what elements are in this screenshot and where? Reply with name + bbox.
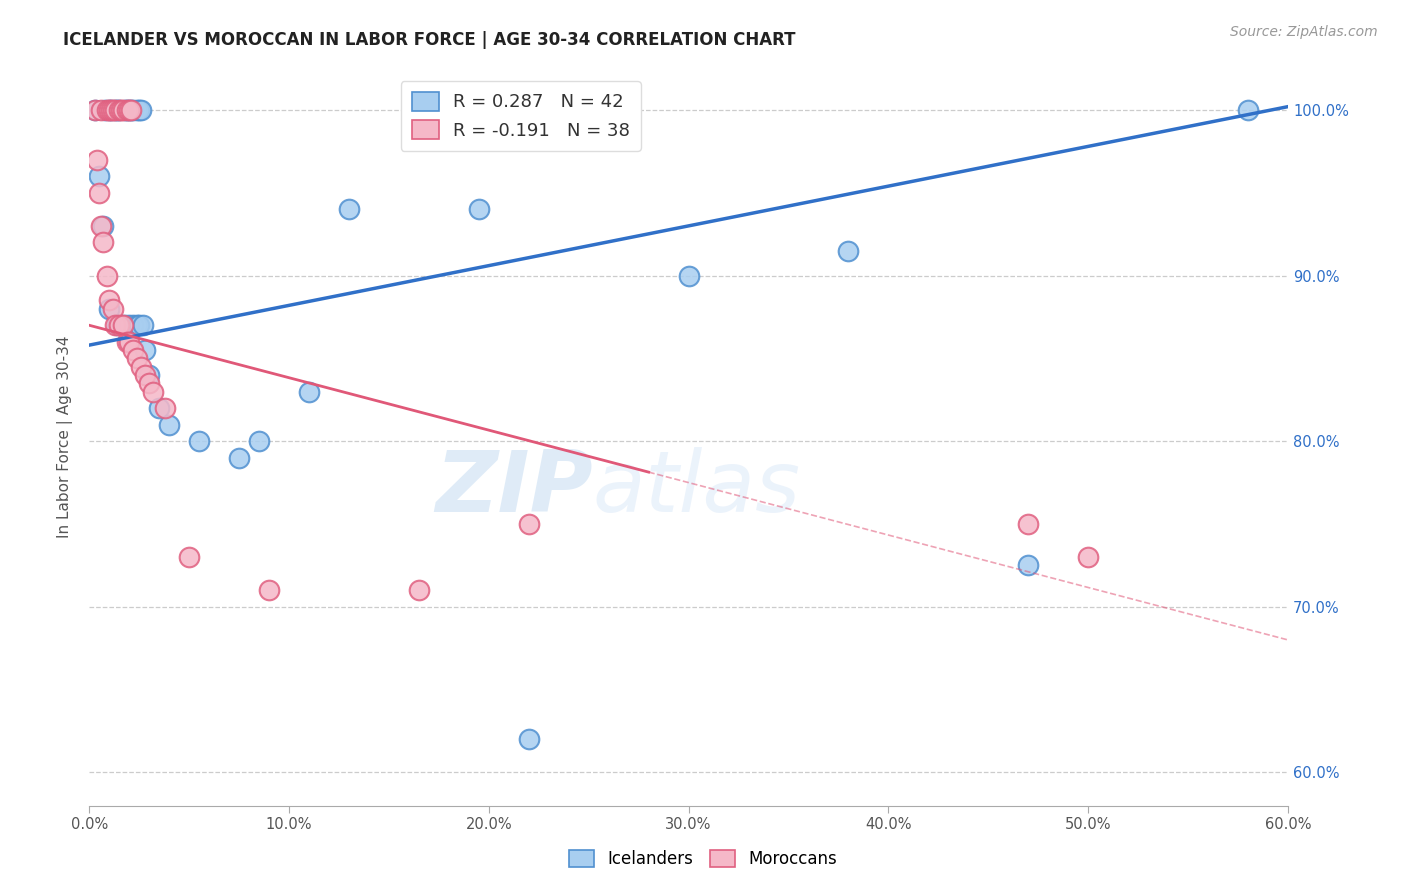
Legend: R = 0.287   N = 42, R = -0.191   N = 38: R = 0.287 N = 42, R = -0.191 N = 38 xyxy=(401,81,641,151)
Point xyxy=(104,103,127,117)
Point xyxy=(298,384,321,399)
Point xyxy=(138,376,160,391)
Point xyxy=(1077,550,1099,565)
Point xyxy=(578,103,600,117)
Point xyxy=(134,368,156,382)
Point xyxy=(177,550,200,565)
Point xyxy=(257,583,280,598)
Text: ZIP: ZIP xyxy=(434,447,593,530)
Point xyxy=(127,318,149,333)
Point xyxy=(86,153,108,167)
Point xyxy=(247,434,270,449)
Point xyxy=(110,103,132,117)
Point xyxy=(108,103,131,117)
Point xyxy=(98,103,121,117)
Text: ICELANDER VS MOROCCAN IN LABOR FORCE | AGE 30-34 CORRELATION CHART: ICELANDER VS MOROCCAN IN LABOR FORCE | A… xyxy=(63,31,796,49)
Point xyxy=(132,318,155,333)
Point xyxy=(114,103,136,117)
Point xyxy=(142,384,165,399)
Y-axis label: In Labor Force | Age 30-34: In Labor Force | Age 30-34 xyxy=(58,335,73,538)
Text: Source: ZipAtlas.com: Source: ZipAtlas.com xyxy=(1230,25,1378,39)
Point xyxy=(122,318,145,333)
Text: atlas: atlas xyxy=(593,447,800,530)
Point xyxy=(101,301,124,316)
Point xyxy=(118,103,141,117)
Point xyxy=(118,103,141,117)
Point xyxy=(122,343,145,357)
Point xyxy=(115,103,138,117)
Point xyxy=(129,359,152,374)
Point xyxy=(105,318,128,333)
Point xyxy=(678,268,700,283)
Point xyxy=(153,401,176,415)
Point xyxy=(517,732,540,747)
Legend: Icelanders, Moroccans: Icelanders, Moroccans xyxy=(562,843,844,875)
Point xyxy=(101,103,124,117)
Point xyxy=(128,103,150,117)
Point xyxy=(114,318,136,333)
Point xyxy=(108,318,131,333)
Point xyxy=(1017,516,1039,531)
Point xyxy=(91,235,114,250)
Point xyxy=(112,318,135,333)
Point xyxy=(94,103,117,117)
Point xyxy=(112,103,135,117)
Point xyxy=(98,301,121,316)
Point xyxy=(188,434,211,449)
Point xyxy=(118,318,141,333)
Point xyxy=(1017,558,1039,573)
Point xyxy=(837,244,859,258)
Point xyxy=(110,318,132,333)
Point xyxy=(90,103,112,117)
Point xyxy=(98,293,121,308)
Point xyxy=(157,417,180,432)
Point xyxy=(128,318,150,333)
Point xyxy=(84,103,107,117)
Point xyxy=(138,368,160,382)
Point xyxy=(96,103,118,117)
Point xyxy=(108,103,131,117)
Point xyxy=(105,103,128,117)
Point xyxy=(89,169,111,184)
Point xyxy=(134,343,156,357)
Point xyxy=(100,103,122,117)
Point xyxy=(96,268,118,283)
Point xyxy=(120,103,142,117)
Point xyxy=(115,103,138,117)
Point xyxy=(127,103,149,117)
Point xyxy=(122,103,145,117)
Point xyxy=(118,334,141,349)
Point xyxy=(115,334,138,349)
Point xyxy=(91,219,114,233)
Point xyxy=(408,583,430,598)
Point xyxy=(1237,103,1260,117)
Point xyxy=(337,202,360,217)
Point xyxy=(84,103,107,117)
Point xyxy=(104,103,127,117)
Point xyxy=(89,186,111,200)
Point xyxy=(104,318,127,333)
Point xyxy=(468,202,491,217)
Point xyxy=(100,103,122,117)
Point xyxy=(148,401,170,415)
Point xyxy=(228,450,250,465)
Point xyxy=(120,103,142,117)
Point xyxy=(129,103,152,117)
Point xyxy=(90,219,112,233)
Point xyxy=(127,351,149,366)
Point xyxy=(517,516,540,531)
Point xyxy=(98,103,121,117)
